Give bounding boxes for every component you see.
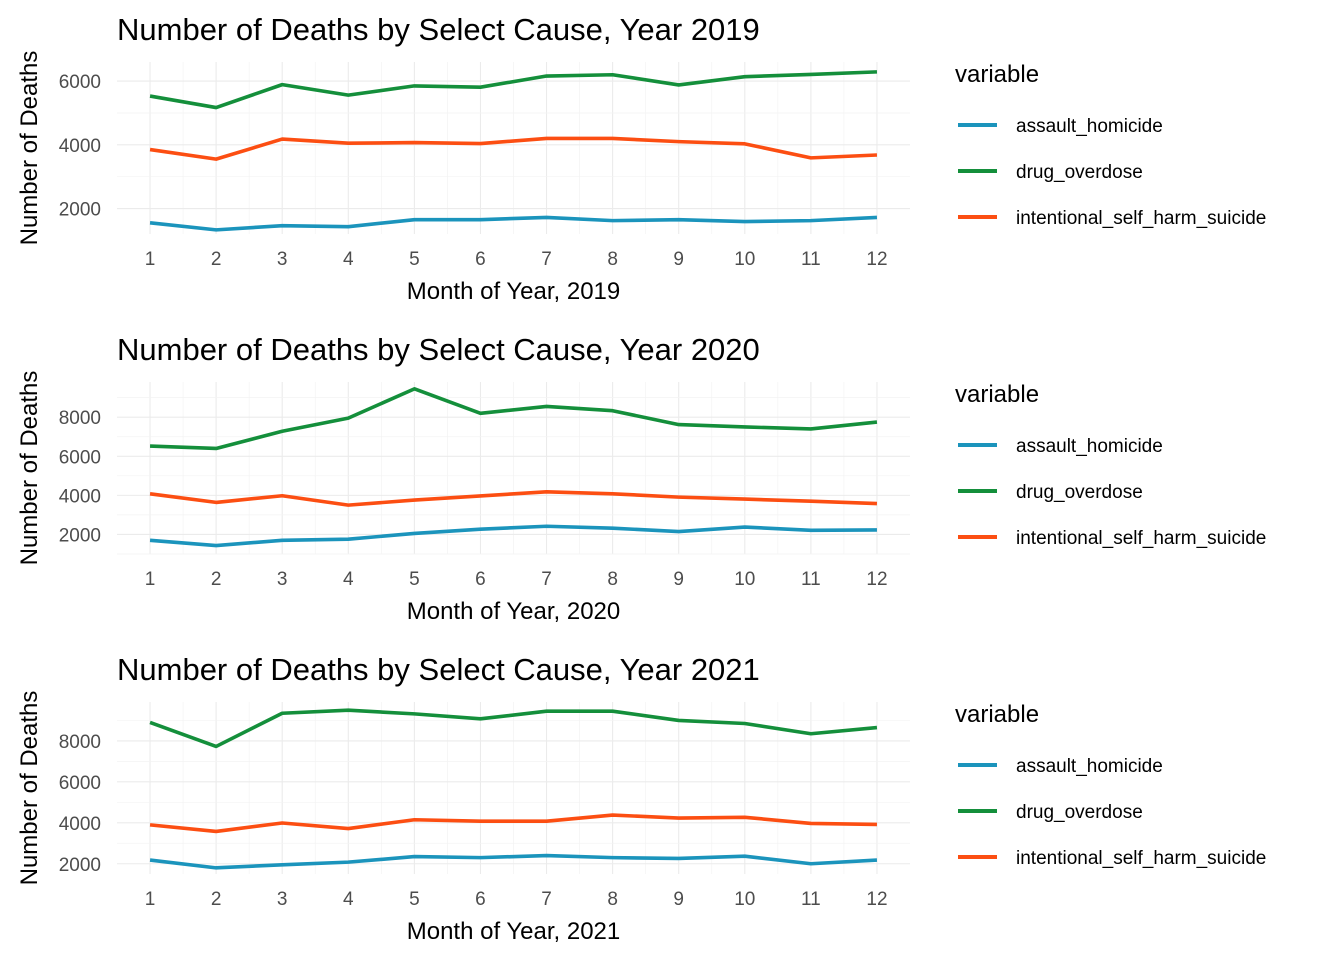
legend-label: assault_homicide: [1016, 756, 1163, 777]
x-axis-title: Month of Year, 2021: [407, 918, 621, 945]
chart-title: Number of Deaths by Select Cause, Year 2…: [117, 12, 760, 47]
x-tick-label: 9: [673, 889, 684, 910]
x-tick-label: 10: [734, 249, 755, 270]
x-tick-label: 9: [673, 249, 684, 270]
x-tick-label: 6: [475, 889, 486, 910]
y-tick-label: 2000: [59, 200, 101, 221]
y-tick-label: 6000: [59, 773, 101, 794]
legend-title: variable: [955, 381, 1039, 408]
legend-label: drug_overdose: [1016, 482, 1143, 503]
legend-title: variable: [955, 701, 1039, 728]
x-tick-label: 4: [343, 249, 354, 270]
x-tick-label: 6: [475, 569, 486, 590]
legend: variable assault_homicide drug_overdoseint…: [955, 61, 1266, 229]
x-tick-label: 2: [211, 569, 222, 590]
x-tick-label: 1: [145, 569, 156, 590]
y-tick-label: 2000: [59, 525, 101, 546]
y-tick-label: 8000: [59, 408, 101, 429]
series-line-assault-homicide: [149, 524, 877, 548]
x-tick-label: 8: [607, 249, 618, 270]
y-tick-label: 6000: [59, 72, 101, 93]
x-tick-label: 5: [409, 569, 420, 590]
x-tick-label: 12: [866, 249, 887, 270]
x-tick-label: 7: [541, 569, 552, 590]
x-tick-label: 11: [801, 569, 821, 590]
series-line-intentional-self-harm-suicide: [149, 490, 878, 507]
x-tick-label: 10: [734, 889, 755, 910]
x-tick-label: 4: [343, 569, 354, 590]
x-tick-label: 6: [475, 249, 486, 270]
series-line-drug-overdose: [149, 708, 878, 749]
x-tick-label: 9: [673, 569, 684, 590]
series-line-intentional-self-harm-suicide: [149, 813, 877, 834]
legend-label: drug_overdose: [1016, 802, 1143, 823]
x-tick-label: 11: [801, 249, 821, 270]
series-line-intentional-self-harm-suicide: [149, 136, 878, 161]
y-tick-label: 8000: [59, 732, 101, 753]
y-tick-label: 4000: [59, 814, 101, 835]
y-tick-label: 4000: [59, 136, 101, 157]
y-axis-title: Number of Deaths: [16, 691, 43, 886]
x-tick-label: 7: [541, 249, 552, 270]
legend-label: intentional_self_harm_suicide: [1016, 848, 1266, 869]
legend-label: assault_homicide: [1016, 436, 1163, 457]
x-tick-label: 8: [607, 889, 618, 910]
series-line-drug-overdose: [149, 387, 878, 451]
x-tick-label: 1: [145, 889, 156, 910]
series-line-assault-homicide: [149, 215, 878, 232]
x-axis-title: Month of Year, 2019: [407, 278, 621, 305]
x-tick-label: 4: [343, 889, 354, 910]
y-tick-label: 4000: [59, 486, 101, 507]
series-line-drug-overdose: [149, 70, 878, 110]
y-axis-title: Number of Deaths: [16, 51, 43, 246]
legend: variable assault_homicide drug_overdoseint…: [955, 381, 1266, 549]
x-tick-label: 3: [277, 249, 288, 270]
x-tick-label: 11: [801, 889, 821, 910]
x-tick-label: 12: [866, 569, 887, 590]
chart-title: Number of Deaths by Select Cause, Year 2…: [117, 652, 760, 687]
x-tick-label: 2: [211, 889, 222, 910]
x-tick-label: 3: [277, 569, 288, 590]
x-axis-title: Month of Year, 2020: [407, 598, 621, 625]
x-tick-label: 5: [409, 249, 420, 270]
legend-label: intentional_self_harm_suicide: [1016, 528, 1266, 549]
legend-title: variable: [955, 61, 1039, 88]
x-tick-label: 8: [607, 569, 618, 590]
legend: variable assault_homicide drug_overdoseint…: [955, 701, 1266, 869]
x-tick-label: 10: [734, 569, 755, 590]
y-axis-title: Number of Deaths: [16, 371, 43, 566]
x-tick-label: 5: [409, 889, 420, 910]
x-tick-label: 12: [866, 889, 887, 910]
y-tick-label: 2000: [59, 855, 101, 876]
legend-label: drug_overdose: [1016, 162, 1143, 183]
legend-label: intentional_self_harm_suicide: [1016, 208, 1266, 229]
series-line-assault-homicide: [149, 853, 878, 870]
y-tick-label: 6000: [59, 447, 101, 468]
x-tick-label: 1: [145, 249, 156, 270]
x-tick-label: 7: [541, 889, 552, 910]
x-tick-label: 2: [211, 249, 222, 270]
grid: [117, 702, 910, 874]
legend-label: assault_homicide: [1016, 116, 1163, 137]
chart-title: Number of Deaths by Select Cause, Year 2…: [117, 332, 760, 367]
x-tick-label: 3: [277, 889, 288, 910]
